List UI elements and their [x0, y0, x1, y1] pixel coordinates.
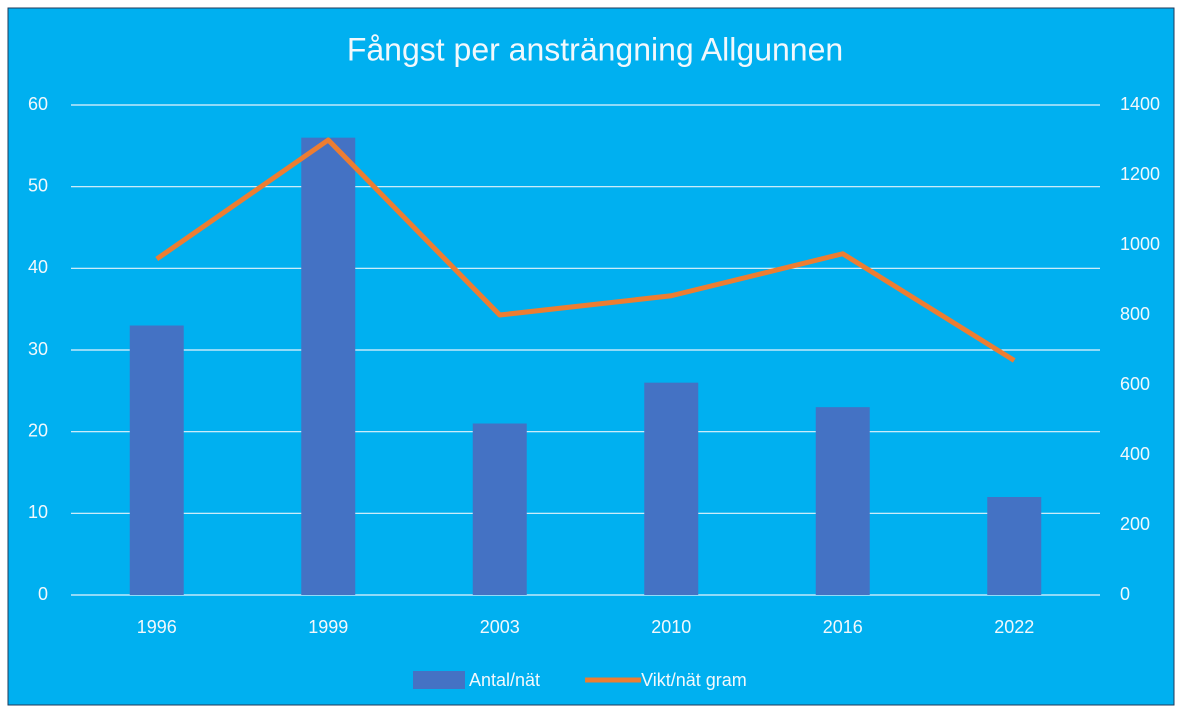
x-tick-label: 1999	[308, 617, 348, 637]
legend-label: Antal/nät	[469, 670, 540, 690]
bar	[644, 382, 699, 595]
x-tick-label: 2022	[994, 617, 1034, 637]
bar	[129, 325, 184, 595]
y2-tick-label: 400	[1120, 444, 1150, 464]
y2-tick-label: 600	[1120, 374, 1150, 394]
y2-tick-label: 1000	[1120, 234, 1160, 254]
y-tick-label: 60	[28, 94, 48, 114]
y-tick-label: 40	[28, 257, 48, 277]
y2-tick-label: 1400	[1120, 94, 1160, 114]
y-tick-label: 10	[28, 502, 48, 522]
y2-tick-label: 1200	[1120, 164, 1160, 184]
bar	[987, 497, 1042, 595]
y-tick-label: 0	[38, 584, 48, 604]
legend-swatch	[413, 671, 465, 689]
x-tick-label: 1996	[137, 617, 177, 637]
x-tick-label: 2010	[651, 617, 691, 637]
legend-label: Vikt/nät gram	[641, 670, 747, 690]
chart-background	[7, 7, 1175, 706]
y2-tick-label: 0	[1120, 584, 1130, 604]
bar	[301, 137, 356, 595]
y-tick-label: 50	[28, 175, 48, 195]
bar	[472, 423, 527, 595]
bar	[815, 407, 870, 595]
y2-tick-label: 200	[1120, 514, 1150, 534]
x-tick-label: 2003	[480, 617, 520, 637]
y-tick-label: 30	[28, 339, 48, 359]
y2-tick-label: 800	[1120, 304, 1150, 324]
x-tick-label: 2016	[823, 617, 863, 637]
line	[155, 137, 1016, 363]
chart-title: Fångst per ansträngning Allgunnen	[347, 31, 843, 67]
y-tick-label: 20	[28, 420, 48, 440]
